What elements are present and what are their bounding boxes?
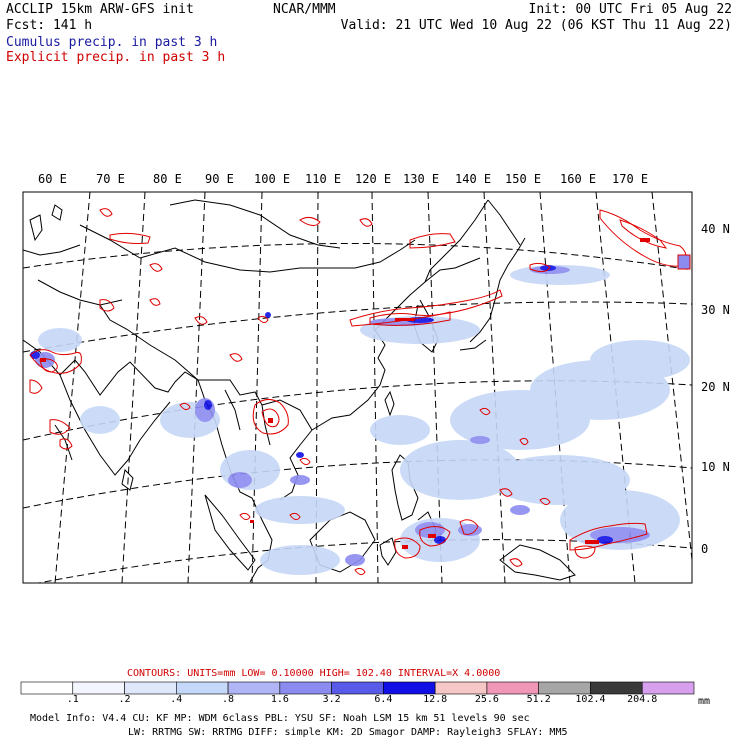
lat-label: 40 N xyxy=(701,222,730,236)
colorbar xyxy=(20,681,695,695)
lon-label: 60 E xyxy=(38,172,67,186)
lat-label: 0 xyxy=(701,542,709,556)
colorbar-swatch xyxy=(279,681,332,695)
colorbar-swatch xyxy=(331,681,384,695)
cumulus-legend: Cumulus precip. in past 3 h xyxy=(6,35,218,50)
colorbar-label: 204.8 xyxy=(627,694,658,705)
lon-label: 130 E xyxy=(403,172,440,186)
colorbar-swatch xyxy=(434,681,488,695)
colorbar-label: 12.8 xyxy=(423,694,448,705)
colorbar-label: .1 xyxy=(66,694,79,705)
valid-time: Valid: 21 UTC Wed 10 Aug 22 (06 KST Thu … xyxy=(340,18,732,33)
colorbar-label: 102.4 xyxy=(575,694,606,705)
precip-cell xyxy=(677,254,691,270)
physics-info: LW: RRTMG SW: RRTMG DIFF: simple KM: 2D … xyxy=(128,727,568,738)
lon-label: 90 E xyxy=(205,172,234,186)
explicit-precip-core xyxy=(40,238,650,549)
forecast-hour: Fcst: 141 h xyxy=(6,18,93,33)
init-time: Init: 00 UTC Fri 05 Aug 22 xyxy=(528,2,733,17)
lon-label: 100 E xyxy=(254,172,291,186)
model-title: ACCLIP 15km ARW-GFS init xyxy=(6,2,194,17)
colorbar-label: 51.2 xyxy=(526,694,551,705)
lon-label: 140 E xyxy=(455,172,492,186)
colorbar-swatch xyxy=(227,681,281,695)
colorbar-label: .4 xyxy=(170,694,183,705)
center-label: NCAR/MMM xyxy=(273,2,336,17)
colorbar-label: 1.6 xyxy=(270,694,289,705)
colorbar-label: .8 xyxy=(222,694,235,705)
colorbar-swatch xyxy=(538,681,591,695)
colorbar-label: 3.2 xyxy=(322,694,341,705)
colorbar-units: mm xyxy=(698,696,711,707)
model-info: Model Info: V4.4 CU: KF MP: WDM 6class P… xyxy=(30,713,530,724)
lon-label: 80 E xyxy=(153,172,182,186)
lon-label: 120 E xyxy=(355,172,392,186)
colorbar-swatch xyxy=(20,681,74,695)
lat-label: 10 N xyxy=(701,460,730,474)
explicit-legend: Explicit precip. in past 3 h xyxy=(6,50,226,65)
colorbar-label: 25.6 xyxy=(474,694,499,705)
colorbar-swatch xyxy=(590,681,643,695)
lon-label: 160 E xyxy=(560,172,597,186)
cumulus-precip xyxy=(30,265,690,575)
lon-label: 170 E xyxy=(612,172,649,186)
contours-info: CONTOURS: UNITS=mm LOW= 0.10000 HIGH= 10… xyxy=(127,668,501,679)
colorbar-swatch xyxy=(486,681,539,695)
colorbar-swatch xyxy=(176,681,229,695)
colorbar-swatch xyxy=(383,681,436,695)
lon-label: 150 E xyxy=(505,172,542,186)
colorbar-swatch xyxy=(641,681,695,695)
colorbar-label: .2 xyxy=(118,694,131,705)
lon-label: 110 E xyxy=(305,172,342,186)
lon-label: 70 E xyxy=(96,172,125,186)
colorbar-swatch xyxy=(72,681,125,695)
lat-label: 20 N xyxy=(701,380,730,394)
lat-label: 30 N xyxy=(701,303,730,317)
colorbar-label: 6.4 xyxy=(374,694,393,705)
colorbar-swatch xyxy=(124,681,177,695)
map-frame xyxy=(22,191,693,584)
